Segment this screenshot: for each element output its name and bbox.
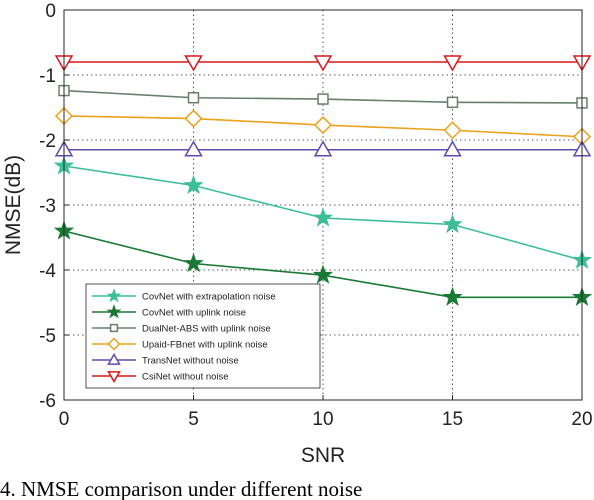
legend-square-marker (109, 323, 119, 333)
legend-item: CovNet with extrapolation noise (92, 288, 276, 303)
x-tick-label: 0 (59, 409, 70, 430)
nmse-chart: 0 5 10 15 20 0 -1 -2 -3 -4 -5 -6 SNR NMSE(dB) CovNe… (2, 1, 593, 467)
y-tick-label: -6 (39, 391, 56, 412)
data-point-triangle-up-marker (184, 140, 203, 157)
x-tick-label: 15 (442, 409, 463, 430)
data-point-diamond-marker (443, 121, 462, 140)
y-tick-label: -1 (39, 66, 56, 87)
legend-label: DualNet-ABS with uplink noise (142, 324, 271, 335)
data-point-square-marker (317, 93, 329, 105)
series-5 (54, 55, 592, 72)
data-point-diamond-marker (184, 109, 203, 128)
y-tick-label: 0 (45, 1, 56, 22)
data-point-star-marker (312, 264, 334, 284)
data-point-triangle-down-marker (313, 55, 333, 72)
data-point-star-marker (442, 213, 463, 234)
data-point-diamond-marker (313, 115, 333, 135)
data-point-star-marker (183, 252, 204, 273)
legend-item: TransNet without noise (92, 352, 239, 367)
legend-label: TransNet without noise (142, 356, 239, 367)
data-point-square-marker (187, 92, 200, 104)
legend-label: CovNet with extrapolation noise (142, 292, 276, 303)
x-axis-label: SNR (301, 444, 345, 467)
legend-item: DualNet-ABS with uplink noise (92, 324, 271, 335)
legend-label: Upaid-FBnet with uplink noise (142, 340, 268, 351)
data-point-square-marker (446, 96, 459, 109)
legend-item: CsiNet without noise (92, 371, 229, 384)
legend-label: CsiNet without noise (142, 372, 229, 383)
data-point-triangle-down-marker (184, 55, 203, 72)
legend-item: CovNet with uplink noise (92, 304, 246, 319)
data-point-triangle-up-marker (443, 140, 462, 157)
y-tick-label: -2 (39, 131, 56, 152)
data-point-star-marker (442, 286, 463, 306)
x-tick-label: 5 (188, 409, 199, 430)
legend-star-marker (106, 288, 122, 303)
legend-box (85, 283, 321, 389)
y-axis-label: NMSE(dB) (2, 155, 25, 255)
data-point-triangle-up-marker (313, 140, 333, 157)
data-point-star-marker (312, 207, 334, 227)
y-tick-label: -5 (39, 326, 56, 347)
legend-star-marker (106, 304, 122, 319)
y-tick-label: -3 (39, 196, 56, 217)
x-tick-label: 10 (312, 409, 333, 430)
tick-layer: 0 5 10 15 20 0 -1 -2 -3 -4 -5 -6 (39, 1, 592, 430)
legend-diamond-marker (107, 337, 121, 351)
legend-label: CovNet with uplink noise (142, 308, 246, 319)
figure-caption: 4. NMSE comparison under different noise (0, 478, 363, 500)
data-point-triangle-down-marker (443, 55, 462, 72)
series-3 (54, 106, 592, 146)
data-point-star-marker (183, 174, 204, 195)
legend-item: Upaid-FBnet with uplink noise (92, 337, 268, 351)
legend-triangle-up-marker (107, 352, 121, 365)
legend-triangle-down-marker (107, 371, 121, 384)
legend: CovNet with extrapolation noise CovNet wi… (85, 283, 321, 389)
x-tick-label: 20 (571, 409, 592, 430)
y-tick-label: -4 (39, 261, 56, 282)
